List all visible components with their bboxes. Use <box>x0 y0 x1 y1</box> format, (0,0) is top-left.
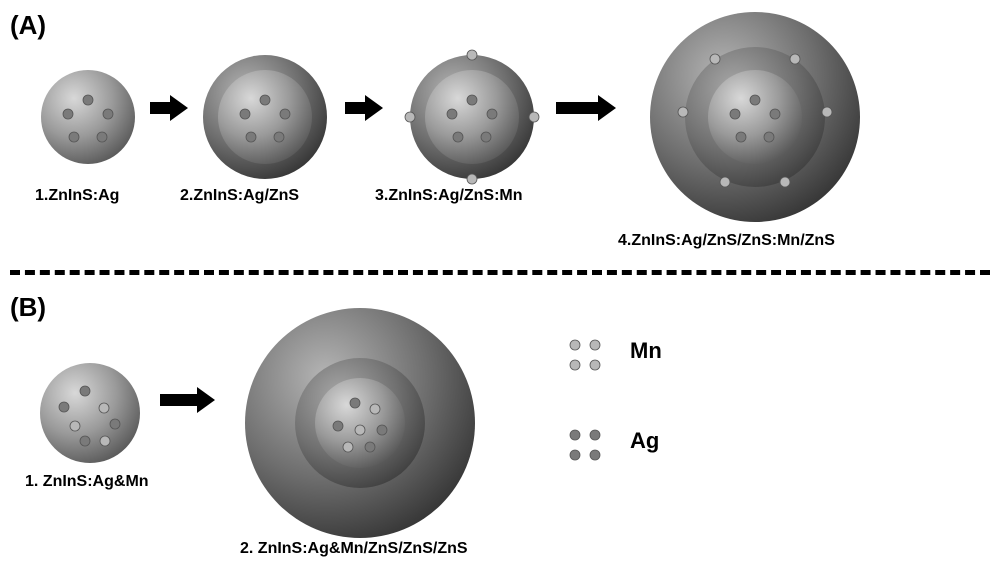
diagram-canvas <box>0 0 1000 567</box>
